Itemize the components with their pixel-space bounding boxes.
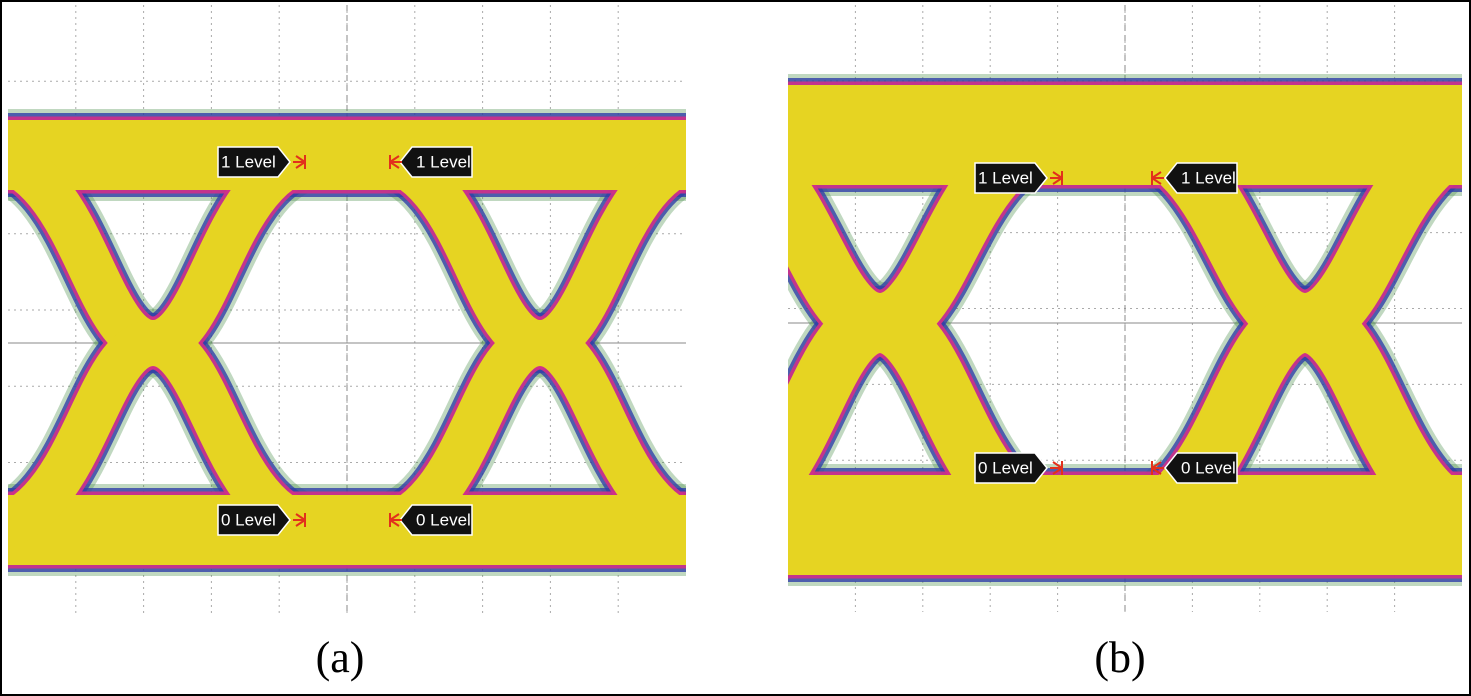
level-label: 1 Level: [416, 152, 471, 171]
level-label: 0 Level: [978, 458, 1033, 477]
level-label: 1 Level: [221, 152, 276, 171]
level-label: 1 Level: [978, 168, 1033, 187]
panel-caption: (a): [316, 633, 365, 682]
figure: 1 Level 1 Level 0 Level 0 Level (a) 1 Level 1 …: [0, 0, 1471, 696]
panel-caption: (b): [1094, 633, 1145, 682]
level-label: 1 Level: [1181, 168, 1236, 187]
level-label: 0 Level: [416, 510, 471, 529]
level-label: 0 Level: [1181, 458, 1236, 477]
level-label: 0 Level: [221, 510, 276, 529]
